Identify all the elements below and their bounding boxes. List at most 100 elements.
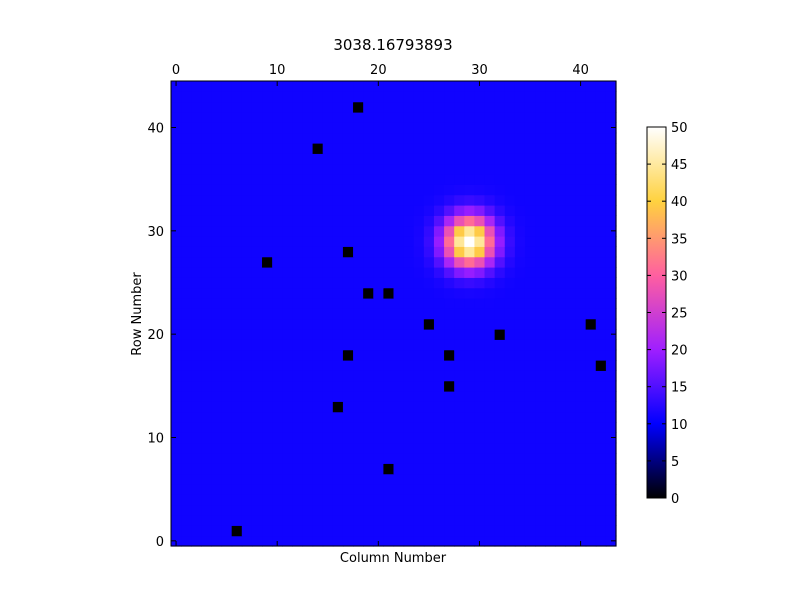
- heatmap-cell: [312, 494, 324, 506]
- heatmap-cell: [393, 442, 405, 454]
- heatmap-cell: [332, 246, 344, 258]
- heatmap-cell: [393, 401, 405, 413]
- heatmap-cell: [423, 132, 435, 144]
- heatmap-cell: [535, 308, 546, 320]
- heatmap-cell: [272, 349, 283, 361]
- heatmap-cell: [585, 225, 597, 237]
- heatmap-cell: [393, 143, 405, 154]
- heatmap-cell: [201, 236, 213, 247]
- heatmap-cell: [494, 515, 506, 526]
- heatmap-cell: [464, 205, 476, 216]
- heatmap-cell: [191, 401, 202, 413]
- heatmap-cell: [545, 349, 556, 361]
- heatmap-cell: [555, 411, 567, 423]
- heatmap-cell: [595, 101, 607, 113]
- heatmap-cell: [423, 122, 435, 134]
- heatmap-cell: [272, 525, 283, 537]
- heatmap-cell: [565, 329, 577, 340]
- heatmap-cell: [403, 329, 415, 340]
- heatmap-cell: [262, 360, 273, 371]
- heatmap-cell: [565, 184, 577, 196]
- heatmap-cell: [494, 174, 506, 185]
- heatmap-cell: [353, 205, 364, 216]
- heatmap-cell: [211, 236, 223, 247]
- heatmap-cell: [535, 360, 546, 371]
- heatmap-cell: [302, 143, 314, 154]
- heatmap-cell: [241, 153, 253, 165]
- heatmap-cell: [484, 411, 496, 423]
- heatmap-cell: [504, 91, 516, 103]
- heatmap-cell: [272, 143, 283, 154]
- heatmap-cell: [373, 91, 384, 103]
- heatmap-cell: [353, 101, 364, 113]
- heatmap-cell: [565, 422, 577, 433]
- heatmap-cell: [353, 236, 364, 247]
- heatmap-cell: [524, 494, 536, 506]
- x-axis-ticks: 0 10 20 30 40: [172, 63, 589, 546]
- heatmap-cell: [413, 329, 425, 340]
- heatmap-cell: [595, 442, 607, 454]
- heatmap-cell: [302, 246, 314, 258]
- heatmap-cell: [555, 391, 567, 402]
- heatmap-cell: [514, 236, 526, 247]
- heatmap-cell: [524, 267, 536, 278]
- heatmap-cell: [504, 236, 516, 247]
- heatmap-cell: [251, 453, 263, 464]
- heatmap-cell: [444, 360, 455, 371]
- heatmap-cell: [282, 391, 293, 402]
- heatmap-cell: [403, 287, 415, 299]
- heatmap-cell: [302, 380, 314, 392]
- heatmap-cell: [575, 432, 587, 444]
- heatmap-cell: [373, 360, 384, 371]
- heatmap-cell: [484, 205, 496, 216]
- heatmap-cell: [403, 122, 415, 134]
- heatmap-cell: [191, 318, 202, 330]
- heatmap-cell: [171, 143, 182, 154]
- heatmap-cell: [282, 473, 293, 485]
- heatmap-cell: [403, 112, 415, 123]
- heatmap-cell: [383, 442, 395, 454]
- heatmap-cell: [241, 112, 253, 123]
- heatmap-cell: [282, 411, 293, 423]
- heatmap-cell: [201, 432, 213, 444]
- heatmap-cell: [353, 163, 364, 175]
- heatmap-cell: [251, 225, 263, 237]
- heatmap-cell: [423, 442, 435, 454]
- heatmap-cell: [444, 91, 455, 103]
- heatmap-cell: [251, 81, 263, 92]
- heatmap-cell: [181, 277, 192, 289]
- heatmap-cell: [282, 515, 293, 526]
- heatmap-cell: [383, 153, 395, 165]
- colorbar-tick-label: 35: [671, 232, 688, 247]
- heatmap-cell: [282, 380, 293, 392]
- heatmap-cell: [514, 287, 526, 299]
- heatmap-cell: [251, 91, 263, 103]
- heatmap-cell: [575, 91, 587, 103]
- heatmap-cell: [514, 153, 526, 165]
- heatmap-cell: [292, 422, 304, 433]
- heatmap-cell: [464, 81, 476, 92]
- y-tick-label: 30: [147, 225, 164, 240]
- heatmap-cell: [312, 329, 324, 340]
- heatmap-cell: [373, 411, 384, 423]
- heatmap-cell: [595, 298, 607, 309]
- heatmap-cell: [363, 411, 374, 423]
- heatmap-cell: [605, 153, 617, 165]
- heatmap-cell: [393, 267, 405, 278]
- heatmap-cell: [272, 339, 283, 351]
- heatmap-cell: [312, 515, 324, 526]
- heatmap-cell: [342, 256, 354, 268]
- heatmap-cell: [373, 525, 384, 537]
- heatmap-cell: [272, 453, 283, 464]
- heatmap-cell: [474, 112, 486, 123]
- heatmap-cell: [363, 360, 374, 371]
- chart-title: 3038.16793893: [333, 36, 452, 54]
- heatmap-cell: [262, 308, 273, 320]
- heatmap-cell: [191, 81, 202, 92]
- heatmap-cell: [231, 143, 243, 154]
- heatmap-cell: [262, 256, 273, 268]
- heatmap-cell: [484, 225, 496, 237]
- heatmap-cell: [221, 329, 233, 340]
- heatmap-cell: [605, 112, 617, 123]
- heatmap-cell: [251, 411, 263, 423]
